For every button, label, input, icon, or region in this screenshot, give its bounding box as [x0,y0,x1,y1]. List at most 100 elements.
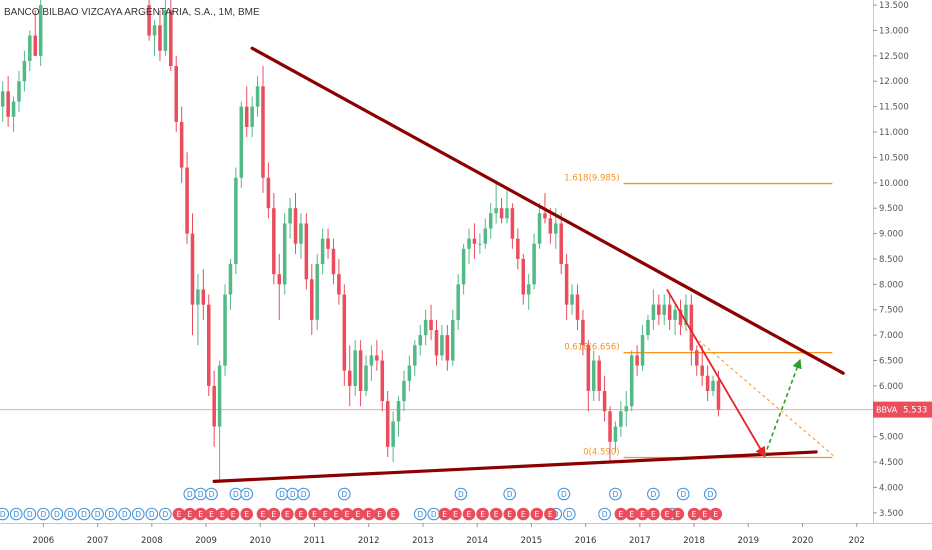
earnings-marker[interactable] [671,507,685,521]
dividend-marker[interactable] [557,487,571,501]
dividend-marker[interactable] [563,507,576,521]
earnings-marker-label: E [391,510,396,519]
trendlines[interactable] [212,46,845,483]
dividend-marker[interactable] [131,507,145,521]
y-axis[interactable]: 3.5004.0004.5005.0005.5006.0006.5007.000… [873,0,932,550]
earnings-marker[interactable] [240,507,254,521]
earnings-marker[interactable] [281,507,294,521]
chart-title: BANCO BILBAO VIZCAYA ARGENTARIA, S.A., 1… [4,7,260,18]
trendline-descending-resistance[interactable] [250,46,845,375]
dividend-marker-label: D [187,490,193,499]
dividend-marker[interactable] [145,507,159,521]
candle-body [597,360,601,391]
dividend-marker[interactable] [609,487,622,501]
dividend-marker[interactable] [50,507,64,521]
event-markers[interactable]: DDDDDDDDDDDDDDDDDDDDDDDDDDDDDDDDDDDEEEEE… [0,487,723,521]
candle-body [564,264,569,305]
dividend-marker-label: D [162,510,168,519]
projection-up-arrow[interactable] [763,358,802,457]
dividend-marker[interactable] [0,507,10,521]
dividend-marker[interactable] [9,507,23,521]
candle-body [554,223,558,234]
y-tick-label: 8.000 [879,280,903,290]
dividend-marker[interactable] [338,487,351,501]
dividend-marker[interactable] [91,507,104,521]
dividend-marker[interactable] [240,487,254,501]
dividend-marker[interactable] [205,487,218,501]
dividend-marker[interactable] [503,487,517,501]
trendline-ascending-support[interactable] [212,450,818,483]
candle-body [684,304,688,325]
candle-body [526,284,531,295]
y-tick-label: 6.000 [879,382,903,392]
candle-body [239,106,244,178]
dividend-marker-label: D [651,490,657,499]
dividend-marker[interactable] [64,507,77,521]
dividend-marker[interactable] [413,507,427,521]
earnings-marker[interactable] [709,507,723,521]
earnings-marker[interactable] [530,507,544,521]
earnings-marker[interactable] [503,507,517,521]
candle-body [375,355,379,361]
dividend-marker[interactable] [598,507,611,521]
candle-body [353,350,357,386]
candle-body [304,223,309,280]
candle-body [288,208,292,224]
dividend-marker[interactable] [454,487,468,501]
earnings-marker[interactable] [226,507,240,521]
earnings-marker-label: E [231,510,236,519]
dividend-marker[interactable] [159,507,172,521]
y-tick-label: 6.500 [879,357,903,367]
x-tick-label: 2013 [412,536,434,546]
earnings-marker[interactable] [489,507,503,521]
projection-arrows[interactable] [666,288,836,458]
candle-body [402,380,406,402]
dividend-marker[interactable] [104,507,118,521]
candle-body [570,294,574,305]
candle-body [559,223,563,265]
candle-body [472,238,477,244]
earnings-marker[interactable] [267,507,281,521]
earnings-marker-label: E [334,510,339,519]
x-axis[interactable]: 2006 2007 2008 2009 2010 2011 2012 2013 2014 2015… [0,523,932,550]
candle-body [212,385,216,427]
earnings-marker-label: E [521,510,526,519]
candle-body [163,10,168,51]
dividend-marker[interactable] [118,507,132,521]
x-tick-label: 2019 [737,536,759,546]
dividend-marker[interactable] [23,507,37,521]
candle-body [695,350,699,366]
y-tick-label: 11.500 [879,103,909,113]
dividend-marker-label: D [95,510,101,519]
earnings-marker[interactable] [462,507,476,521]
y-tick-label: 4.000 [879,483,903,493]
dividend-marker-label: D [507,490,513,499]
dividend-marker[interactable] [647,487,660,501]
earnings-marker[interactable] [647,507,660,521]
projection-guide-line[interactable] [680,324,836,458]
dividend-marker[interactable] [676,487,690,501]
dividend-marker[interactable] [704,487,717,501]
earnings-marker[interactable] [476,507,489,521]
earnings-marker[interactable] [449,507,462,521]
earnings-marker[interactable] [516,507,530,521]
dividend-marker[interactable] [37,507,50,521]
x-tick-label: 2011 [304,536,326,546]
earnings-marker[interactable] [294,507,308,521]
x-tick-label: 2015 [521,536,543,546]
dividend-marker[interactable] [297,487,310,501]
candle-body [380,360,385,402]
candle-body [640,335,645,366]
earnings-marker[interactable] [373,507,386,521]
earnings-marker-label: E [618,510,623,519]
earnings-marker[interactable] [386,507,400,521]
projection-down-arrow[interactable] [666,288,766,458]
earnings-marker[interactable] [544,507,557,521]
candle-body [451,319,455,361]
dividend-marker[interactable] [77,507,91,521]
earnings-marker-label: E [345,510,350,519]
earnings-marker-label: E [356,510,361,519]
dividend-marker-label: D [561,490,567,499]
